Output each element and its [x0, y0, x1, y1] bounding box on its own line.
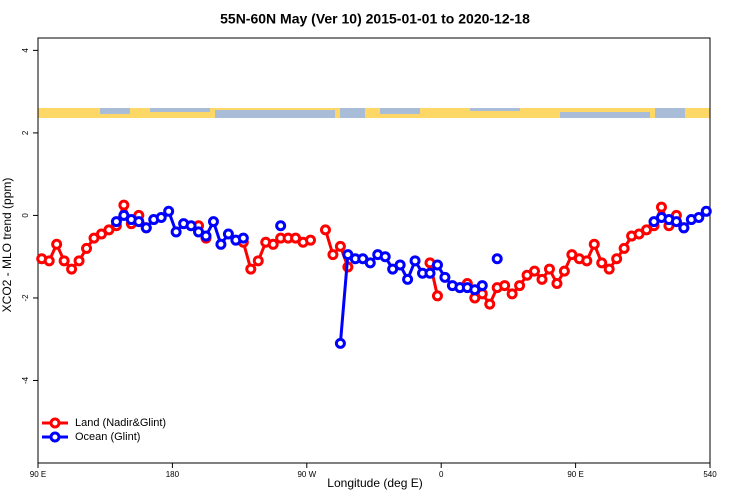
- point: [334, 337, 346, 349]
- point: [305, 234, 317, 246]
- point: [581, 255, 593, 267]
- point: [110, 216, 122, 228]
- point: [275, 220, 287, 232]
- point: [163, 205, 175, 217]
- y-tick-label: -2: [21, 294, 30, 302]
- point: [439, 271, 451, 283]
- point: [334, 240, 346, 252]
- point: [402, 273, 414, 285]
- point: [170, 226, 182, 238]
- point: [543, 263, 555, 275]
- point: [596, 257, 608, 269]
- map-strip: [38, 108, 710, 118]
- point: [558, 265, 570, 277]
- point: [588, 238, 600, 250]
- point: [267, 238, 279, 250]
- legend: Land (Nadir&Glint) Ocean (Glint): [42, 417, 166, 443]
- point: [484, 298, 496, 310]
- point: [506, 288, 518, 300]
- x-tick-label: 540: [703, 470, 717, 479]
- point: [51, 238, 63, 250]
- point: [66, 263, 78, 275]
- point: [58, 255, 70, 267]
- point: [431, 259, 443, 271]
- point: [424, 267, 436, 279]
- x-tick-label: 90 E: [567, 470, 583, 479]
- chart-title: 55N-60N May (Ver 10) 2015-01-01 to 2020-…: [220, 11, 530, 27]
- point: [364, 257, 376, 269]
- y-axis-label: XCO2 - MLO trend (ppm): [0, 178, 14, 313]
- point: [237, 232, 249, 244]
- point: [73, 255, 85, 267]
- point: [514, 280, 526, 292]
- legend-label: Land (Nadir&Glint): [75, 417, 166, 429]
- legend-marker: [49, 431, 61, 443]
- point: [379, 251, 391, 263]
- point: [476, 280, 488, 292]
- point: [678, 222, 690, 234]
- point: [618, 242, 630, 254]
- point: [81, 242, 93, 254]
- point: [200, 230, 212, 242]
- point: [327, 249, 339, 261]
- point: [529, 265, 541, 277]
- point: [133, 216, 145, 228]
- point: [43, 255, 55, 267]
- x-tick-label: 90 E: [30, 470, 46, 479]
- point: [185, 220, 197, 232]
- legend-label: Ocean (Glint): [75, 431, 140, 443]
- point: [118, 199, 130, 211]
- y-tick-label: -4: [21, 376, 30, 384]
- plot-frame: [37, 37, 711, 464]
- point: [245, 263, 257, 275]
- point: [319, 224, 331, 236]
- point: [693, 211, 705, 223]
- y-tick-label: 0: [21, 213, 30, 218]
- point: [499, 280, 511, 292]
- x-axis-label: Longitude (deg E): [327, 476, 422, 490]
- point: [207, 216, 219, 228]
- y-tick-label: 4: [21, 48, 30, 53]
- point: [611, 253, 623, 265]
- point: [700, 205, 712, 217]
- point: [409, 255, 421, 267]
- point: [431, 290, 443, 302]
- point: [491, 253, 503, 265]
- x-tick-label: 180: [166, 470, 180, 479]
- point: [670, 216, 682, 228]
- point: [551, 278, 563, 290]
- point: [394, 259, 406, 271]
- point: [252, 255, 264, 267]
- legend-marker: [49, 417, 61, 429]
- point: [155, 211, 167, 223]
- y-tick-label: 2: [21, 130, 30, 135]
- point: [215, 238, 227, 250]
- point: [140, 222, 152, 234]
- point: [603, 263, 615, 275]
- point: [655, 201, 667, 213]
- point: [222, 228, 234, 240]
- point: [536, 273, 548, 285]
- x-tick-label: 0: [439, 470, 444, 479]
- x-tick-label: 90 W: [297, 470, 316, 479]
